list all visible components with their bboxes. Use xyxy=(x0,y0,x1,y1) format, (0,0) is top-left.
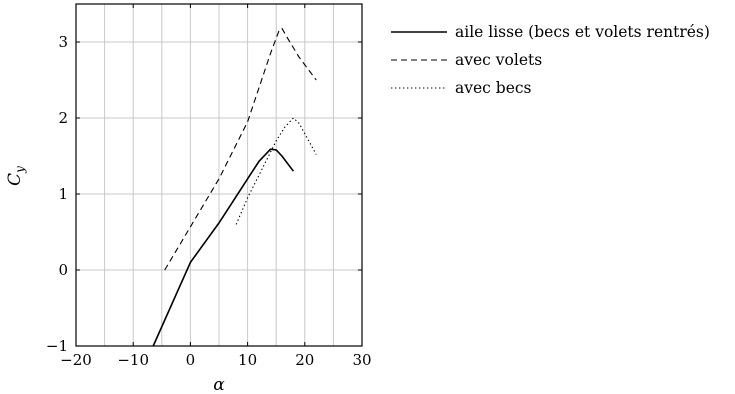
x-tick-label: −20 xyxy=(60,351,92,369)
x-tick-label: 30 xyxy=(352,351,371,369)
y-tick-label: 2 xyxy=(58,109,68,127)
legend-label: avec becs xyxy=(455,79,532,97)
x-tick-label: 20 xyxy=(295,351,314,369)
y-tick-label: −1 xyxy=(46,337,68,355)
x-tick-label: 10 xyxy=(238,351,257,369)
y-tick-label: 1 xyxy=(58,185,68,203)
y-ticks: −1 0 1 2 3 xyxy=(46,33,362,355)
y-tick-label: 0 xyxy=(58,261,68,279)
x-ticks: −20 −10 0 10 20 30 xyxy=(60,4,372,369)
x-tick-label: 0 xyxy=(186,351,196,369)
series-line-solid xyxy=(152,148,295,347)
series-lines xyxy=(152,27,317,347)
x-axis-label: α xyxy=(213,375,225,394)
legend-label: avec volets xyxy=(455,51,542,69)
legend: aile lisse (becs et volets rentrés) avec … xyxy=(391,23,710,97)
grid xyxy=(76,4,362,346)
y-axis-label-sub: y xyxy=(13,166,27,174)
y-tick-label: 3 xyxy=(58,33,68,51)
series-line-dashed xyxy=(164,27,317,271)
legend-label: aile lisse (becs et volets rentrés) xyxy=(455,23,710,41)
x-tick-label: −10 xyxy=(117,351,149,369)
y-axis-label-main: C xyxy=(5,173,25,186)
series-line-dotted xyxy=(235,117,317,225)
plot-frame xyxy=(75,3,363,347)
y-axis-label: Cy xyxy=(5,166,27,186)
